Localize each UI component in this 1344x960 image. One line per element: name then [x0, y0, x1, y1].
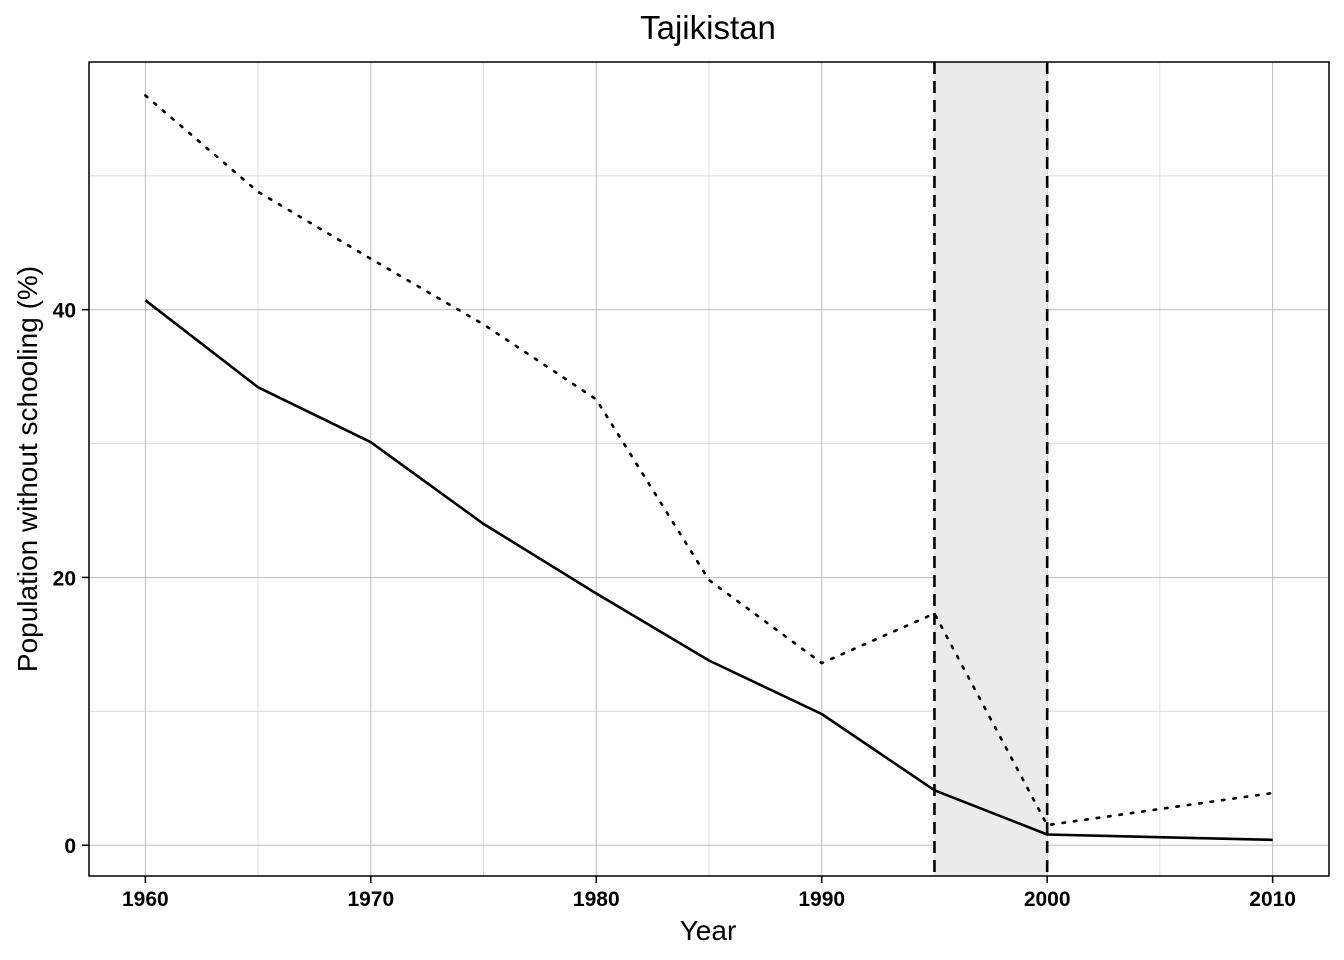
axes: 1960 1970 1980 1990 2000 2010 0 20 40 [53, 300, 1296, 911]
chart-title: Tajikistan [640, 9, 776, 46]
grid-lines [89, 62, 1329, 876]
reference-lines [933, 62, 1049, 876]
series-line-solid [144, 299, 1273, 842]
y-tick-label: 0 [64, 835, 76, 858]
highlight-region-group [934, 62, 1048, 876]
x-tick-label: 1970 [347, 888, 394, 911]
x-tick-label: 1990 [798, 888, 845, 911]
y-tick-label: 20 [53, 567, 76, 590]
x-tick-label: 2010 [1249, 888, 1296, 911]
x-tick-label: 1960 [122, 888, 169, 911]
y-axis-title: Population without schooling (%) [12, 266, 43, 672]
y-tick-label: 40 [53, 300, 76, 323]
series-line-dotted [144, 94, 1274, 827]
x-tick-label: 2000 [1024, 888, 1071, 911]
shaded-region [934, 62, 1048, 876]
series-lines [144, 94, 1274, 842]
x-axis-title: Year [680, 915, 737, 946]
plot-panel-border [88, 61, 1330, 877]
x-tick-label: 1980 [573, 888, 620, 911]
